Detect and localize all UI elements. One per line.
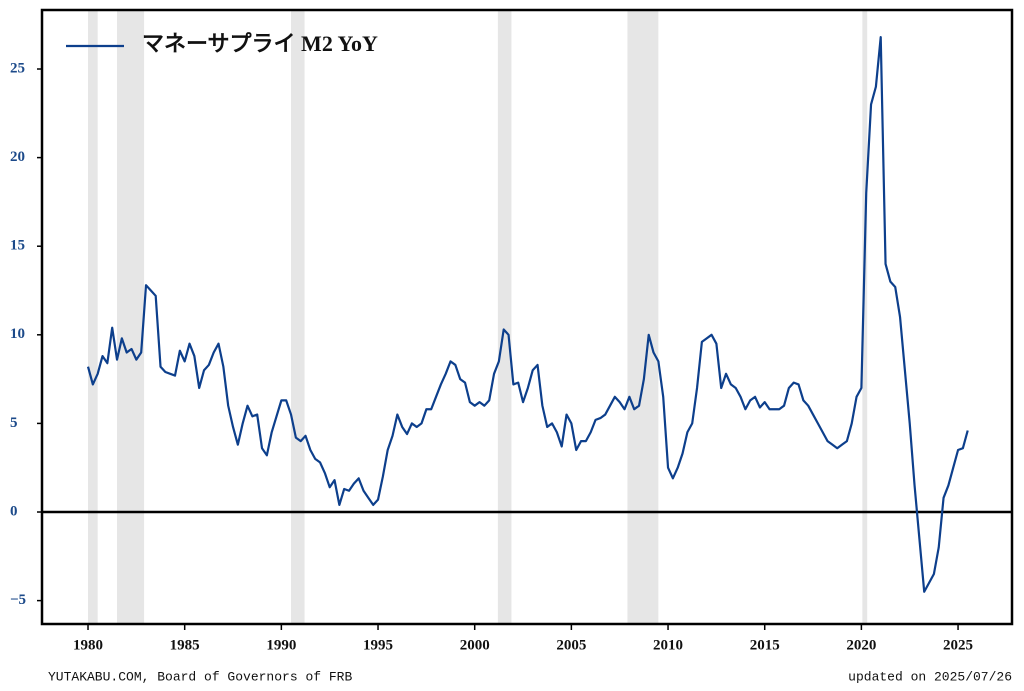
y-tick-label: 5 [10,415,18,431]
series-line [86,36,969,593]
x-tick-label: 1980 [73,637,103,653]
recession-band [862,10,868,624]
x-tick-label: 2010 [653,637,683,653]
source-note: YUTAKABU.COM, Board of Governors of FRB [48,669,352,684]
x-tick-label: 2000 [460,637,490,653]
y-tick-label: 10 [10,326,25,342]
y-tick-label: 25 [10,60,25,76]
recession-band [497,10,512,624]
x-tick-label: 1990 [266,637,296,653]
update-note: updated on 2025/07/26 [848,669,1012,684]
recession-band [117,10,145,624]
x-tick-label: 1985 [170,637,200,653]
legend-label: マネーサプライ M2 YoY [142,31,378,56]
y-tick-label: −5 [10,592,26,608]
x-tick-label: 2025 [943,637,973,653]
recession-band [88,10,98,624]
x-tick-label: 2005 [556,637,586,653]
y-tick-label: 15 [10,238,25,254]
plot-frame [40,8,1014,626]
x-tick-label: 2015 [750,637,780,653]
recession-band [627,10,659,624]
y-tick-label: 0 [10,503,18,519]
x-tick-label: 2020 [846,637,876,653]
x-tick-label: 1995 [363,637,393,653]
y-tick-label: 20 [10,149,25,165]
recession-band [291,10,305,624]
